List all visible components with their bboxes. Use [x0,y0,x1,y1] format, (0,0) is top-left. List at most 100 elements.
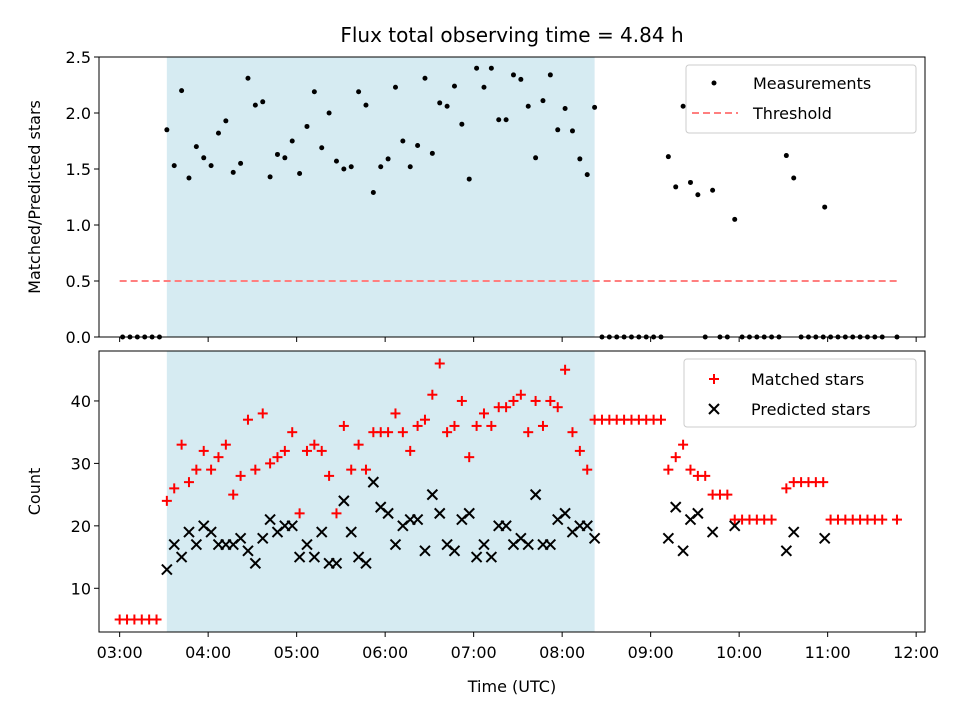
legend-threshold-label: Threshold [752,104,832,123]
predicted-star-point [529,488,542,501]
matched-star-point [198,445,209,456]
bottom-panel: 10 20 30 40 03:00 04:00 05:00 06:00 07:00 08:00 09… [25,350,939,696]
predicted-star-point [293,551,306,563]
measurement-point [518,76,524,82]
matched-star-point [279,445,290,456]
matched-star-point [537,420,548,431]
matched-star-point [272,452,283,463]
predicted-star-point [345,526,357,538]
measurement-point [474,65,480,71]
predicted-star-point [485,551,498,563]
x-tick-label: 08:00 [539,643,585,662]
x-tick-label: 12:00 [893,643,939,662]
measurement-point [289,138,295,144]
bottom-legend: Matched stars Predicted stars [683,358,917,428]
matched-star-point [478,408,489,419]
predicted-star-point [478,538,490,551]
y-tick-label: 10 [71,579,91,598]
y-tick-label: 40 [71,392,91,411]
measurement-point [547,72,553,78]
legend-predicted-marker [708,403,720,415]
matched-star-point [456,395,467,406]
measurement-point [282,155,288,161]
predicted-star-point [470,551,483,563]
matched-star-point [442,427,453,438]
matched-star-point [169,483,180,494]
measurement-point [555,127,561,133]
y-tick-label: 1.0 [66,216,91,235]
measurement-point [319,145,325,151]
matched-star-point [228,489,239,500]
matched-star-point [508,395,519,406]
y-tick-label: 0.5 [66,272,91,291]
matched-star-point [213,452,224,463]
matched-star-point [663,464,674,475]
chart-title: Flux total observing time = 4.84 h [340,23,683,47]
predicted-star-point [670,501,682,513]
measurement-point [510,72,516,78]
matched-star-point [700,470,711,481]
observing-span-shade-bottom [166,351,595,632]
matched-star-point [405,445,416,456]
matched-star-point [567,427,578,438]
matched-star-point [220,439,231,450]
measurement-point [687,179,693,185]
matched-star-point [464,452,475,463]
matched-star-point [242,414,253,425]
matched-star-point [655,414,666,425]
legend-matched-glyph [709,374,719,384]
matched-star-point [560,364,571,375]
matched-star-point [449,420,460,431]
matched-star-point [206,464,217,475]
matched-star-point [309,439,320,450]
matched-star-point [161,495,172,506]
x-tick-label: 07:00 [451,643,497,662]
predicted-star-point [249,557,262,570]
predicted-star-point [419,545,431,557]
measurement-point [577,156,583,162]
measurement-point [496,117,502,123]
matched-star-point [383,427,394,438]
x-tick-label: 11:00 [805,643,851,662]
measurement-point [326,110,332,116]
observing-span-shade-top [166,57,595,337]
measurement-point [592,104,598,110]
x-tick-label: 09:00 [628,643,674,662]
measurement-point [223,118,229,124]
matched-star-point [331,508,342,519]
predicted-star-point [360,557,372,570]
top-axes-frame [98,56,926,338]
predicted-star-point [301,538,313,551]
measurement-point [562,106,568,112]
predicted-star-point [264,513,276,526]
matched-star-point [552,402,563,413]
predicted-star-point [434,507,446,520]
matched-star-point [346,464,357,475]
y-tick-label: 30 [71,454,91,473]
measurement-point [363,102,369,108]
measurement-point [569,128,575,134]
measurement-point [333,158,339,164]
matched-star-point [545,395,556,406]
measurement-point [311,89,317,95]
measurement-point [392,84,398,90]
matched-star-point [434,358,445,369]
predicted-star-point [161,563,173,576]
measurement-point [525,103,531,109]
measurement-point [348,164,354,170]
y-tick-label: 2.0 [66,104,91,123]
predicted-star-point [662,532,675,545]
measurement-point [356,89,362,95]
matched-star-point [397,427,408,438]
measurement-point [680,103,686,109]
matched-star-point [324,470,335,481]
measurement-point [584,172,590,178]
measurement-point [791,175,797,181]
x-tick-label: 04:00 [185,643,231,662]
measurement-point [695,192,701,198]
matched-star-point [685,464,696,475]
top-panel: 0.0 0.5 1.0 1.5 2.0 2.5 Matched/Predicted sta… [25,48,926,347]
measurement-point [444,103,450,109]
matched-star-point [766,514,777,525]
predicted-star-point [426,488,439,501]
